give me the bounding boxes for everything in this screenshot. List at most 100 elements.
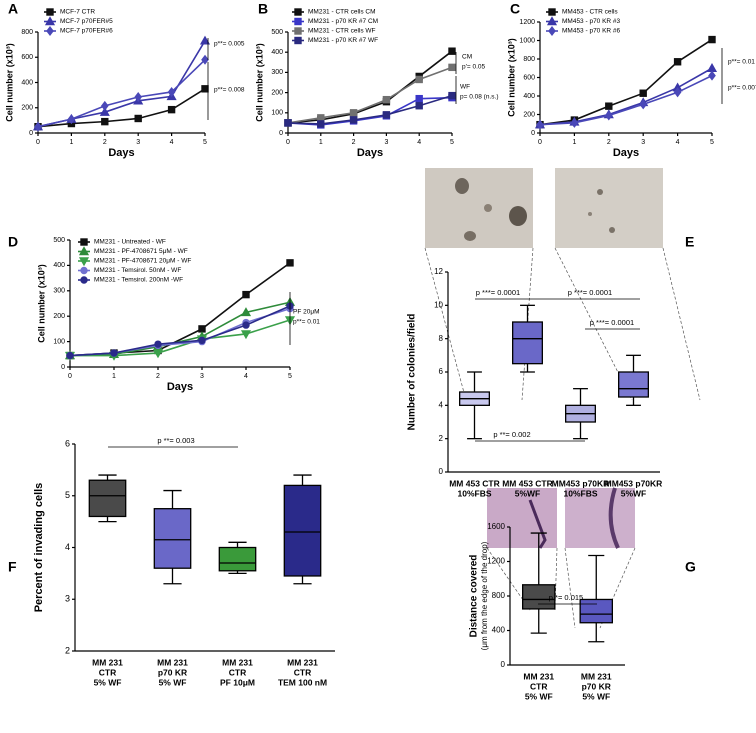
y-tick-label: 5 bbox=[65, 490, 70, 500]
point bbox=[46, 25, 54, 37]
point bbox=[44, 16, 56, 26]
annotation: p **= 0.002 bbox=[493, 430, 530, 439]
y-tick-label: 6 bbox=[65, 438, 70, 448]
x-tick-label: TEM 100 nM bbox=[278, 677, 327, 687]
y-axis-label: Cell number (x10³) bbox=[4, 43, 14, 122]
legend-label: MM231 - CTR cells CM bbox=[308, 9, 376, 16]
x-tick-label: 3 bbox=[641, 139, 645, 146]
x-tick-label: 2 bbox=[352, 139, 356, 146]
y-tick-label: 10 bbox=[434, 300, 443, 309]
x-tick-label: 2 bbox=[156, 373, 160, 380]
point bbox=[201, 54, 209, 65]
point bbox=[240, 307, 252, 317]
x-tick-label: 4 bbox=[417, 139, 421, 146]
x-tick-label: 5% WF bbox=[159, 677, 187, 687]
series-line bbox=[539, 38, 713, 126]
legend-label: MCF-7 p70FER#6 bbox=[60, 28, 113, 35]
x-tick-label: 0 bbox=[286, 139, 290, 146]
panel: G 0 400 800 1200 1600 Distance covered (μm from… bbox=[469, 522, 696, 701]
legend-label: MM231 - Temsirol. 50nM - WF bbox=[94, 267, 181, 274]
x-tick-label: 5%WF bbox=[621, 488, 647, 498]
y-axis-label: Cell number (x10³) bbox=[254, 43, 264, 122]
point bbox=[284, 119, 292, 127]
annotation: p**= 0.007 bbox=[728, 85, 756, 92]
y-axis-label: Cell number (x10³) bbox=[506, 38, 516, 117]
y-tick-label: 6 bbox=[439, 367, 444, 376]
x-tick-label: 3 bbox=[384, 139, 388, 146]
series-line bbox=[287, 66, 453, 124]
series-line bbox=[539, 67, 713, 126]
point bbox=[80, 238, 88, 246]
y-tick-label: 0 bbox=[439, 467, 444, 476]
y-tick-label: 2 bbox=[439, 434, 444, 443]
legend-label: MM453 - p70 KR #3 bbox=[562, 18, 621, 25]
x-tick-label: MM 231 bbox=[581, 671, 612, 681]
y-tick-label: 1200 bbox=[487, 557, 505, 566]
legend-label: MCF-7 p70FER#5 bbox=[60, 18, 113, 25]
point bbox=[78, 246, 90, 256]
y-tick-label: 400 bbox=[271, 49, 283, 56]
y-tick-label: 1200 bbox=[519, 19, 535, 26]
box bbox=[283, 484, 322, 577]
y-tick-label: 4 bbox=[65, 542, 70, 552]
point bbox=[198, 325, 206, 333]
point bbox=[154, 340, 162, 348]
point bbox=[67, 114, 76, 125]
y-tick-label: 300 bbox=[53, 288, 65, 295]
box bbox=[218, 546, 257, 572]
point bbox=[294, 8, 302, 16]
y-tick-label: 600 bbox=[523, 74, 535, 81]
y-tick-label: 500 bbox=[53, 237, 65, 244]
point bbox=[415, 102, 423, 110]
point bbox=[415, 94, 423, 103]
y-tick-label: 600 bbox=[21, 54, 33, 61]
series-line bbox=[287, 94, 453, 125]
x-axis-label: Days bbox=[613, 147, 639, 159]
point bbox=[639, 89, 647, 97]
y-tick-label: 200 bbox=[523, 111, 535, 118]
point bbox=[546, 16, 558, 26]
x-tick-label: 10%FBS bbox=[457, 488, 491, 498]
box bbox=[618, 371, 649, 398]
point bbox=[294, 17, 302, 26]
photo-insets bbox=[424, 168, 701, 629]
y-tick-label: 0 bbox=[61, 364, 65, 371]
point bbox=[294, 36, 302, 45]
series-line bbox=[69, 307, 291, 357]
point bbox=[110, 349, 118, 357]
point bbox=[286, 259, 294, 267]
y-tick-label: 400 bbox=[53, 262, 65, 269]
panel-letter: F bbox=[8, 559, 17, 575]
annotation: p= 0.08 (n.s.) bbox=[460, 94, 498, 101]
x-tick-label: MM 231 bbox=[287, 657, 318, 667]
annotation: p ***= 0.0001 bbox=[568, 288, 612, 297]
series-line bbox=[287, 50, 453, 124]
series-line bbox=[37, 88, 206, 128]
panel-letter: D bbox=[8, 234, 18, 250]
legend-label: MM231 - PF-4708671 20μM - WF bbox=[94, 258, 191, 265]
legend-label: MCF-7 CTR bbox=[60, 9, 95, 16]
x-tick-label: 10%FBS bbox=[563, 488, 597, 498]
panel: A 0 200 400 600 800 Cell number (x10³) 0 1 2 3 4 5 Da… bbox=[4, 1, 245, 159]
x-tick-label: MM 231 bbox=[222, 657, 253, 667]
x-axis-label: Days bbox=[357, 147, 383, 159]
y-axis-sublabel: (μm from the edge of the drop) bbox=[480, 541, 489, 650]
y-tick-label: 8 bbox=[439, 334, 444, 343]
point bbox=[78, 257, 90, 267]
point bbox=[448, 91, 456, 100]
point bbox=[80, 266, 88, 275]
x-tick-label: 5 bbox=[710, 139, 714, 146]
y-tick-label: 400 bbox=[523, 93, 535, 100]
y-tick-label: 500 bbox=[271, 29, 283, 36]
x-tick-label: MM 453 CTR bbox=[502, 478, 553, 488]
panel-letter: E bbox=[685, 234, 694, 250]
point bbox=[80, 276, 88, 284]
point bbox=[317, 114, 325, 122]
box bbox=[579, 598, 614, 624]
y-tick-label: 800 bbox=[21, 29, 33, 36]
series-line bbox=[37, 59, 206, 128]
y-tick-label: 200 bbox=[21, 105, 33, 112]
point bbox=[604, 110, 613, 121]
legend-label: MM231 - PF-4708671 5μM - WF bbox=[94, 248, 188, 255]
